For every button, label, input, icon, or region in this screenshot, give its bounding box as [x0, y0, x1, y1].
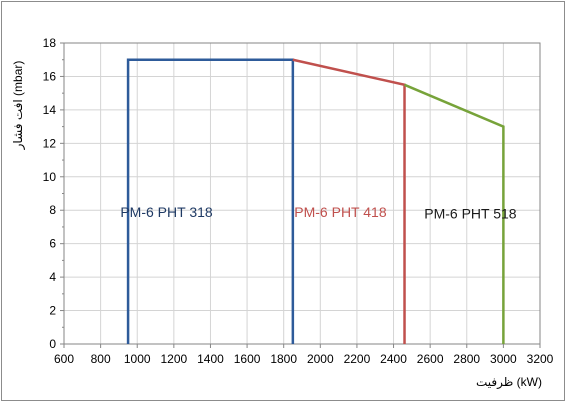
- y-tick-label: 18: [43, 36, 57, 50]
- x-tick-label: 2400: [380, 352, 407, 366]
- x-tick-label: 3000: [490, 352, 517, 366]
- x-tick-label: 1200: [160, 352, 187, 366]
- axes: [60, 42, 541, 348]
- y-tick-label: 0: [49, 337, 56, 351]
- series-line-1: [126, 58, 295, 344]
- x-axis-label: ظرفیت (kW): [476, 375, 542, 390]
- x-tick-label: 600: [54, 352, 74, 366]
- x-tick-label: 800: [91, 352, 111, 366]
- x-tick-label: 1400: [197, 352, 224, 366]
- x-tick-label: 1600: [234, 352, 261, 366]
- x-tick-label: 2200: [344, 352, 371, 366]
- x-tick-label: 1000: [124, 352, 151, 366]
- series-line-3: [404, 83, 505, 344]
- series-line-2: [292, 58, 406, 344]
- y-tick-label: 12: [43, 136, 57, 150]
- y-axis-label: افت فشار (mbar): [11, 61, 26, 151]
- series-annotation-3: PM-6 PHT 518: [424, 206, 517, 222]
- x-tick-label: 2000: [307, 352, 334, 366]
- y-tick-label: 2: [49, 304, 56, 318]
- x-tick-label: 3200: [527, 352, 554, 366]
- x-tick-label: 2600: [417, 352, 444, 366]
- series-annotation-1: PM-6 PHT 318: [120, 204, 213, 220]
- y-tick-label: 14: [43, 103, 57, 117]
- series-group: [126, 58, 505, 344]
- y-tick-label: 16: [43, 69, 57, 83]
- series-annotation-2: PM-6 PHT 418: [294, 204, 387, 220]
- plot-border: [63, 42, 541, 345]
- y-tick-label: 8: [49, 203, 56, 217]
- y-tick-label: 4: [49, 270, 56, 284]
- x-tick-label: 1800: [270, 352, 297, 366]
- tick-labels: 600 800 1000 1200 1400 1600 1800 2000 2200 2400 26…: [43, 36, 554, 366]
- y-tick-label: 6: [49, 237, 56, 251]
- x-tick-label: 2800: [453, 352, 480, 366]
- y-tick-label: 10: [43, 170, 57, 184]
- annotations: PM-6 PHT 318 PM-6 PHT 418 PM-6 PHT 518: [120, 204, 516, 222]
- gridlines: [63, 42, 541, 345]
